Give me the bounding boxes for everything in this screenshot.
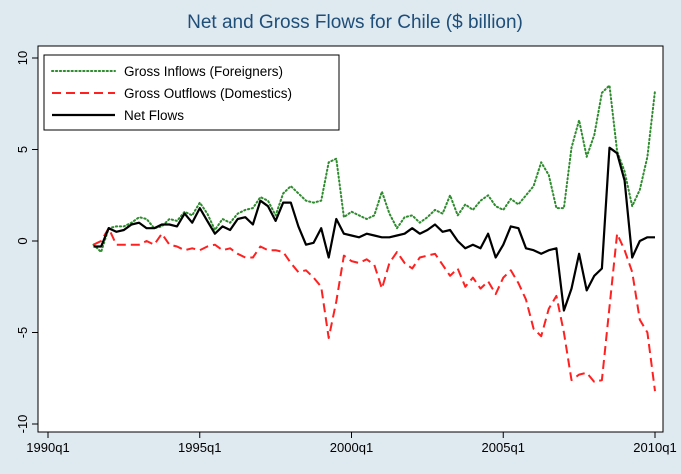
x-tick-label: 2010q1 — [633, 440, 676, 455]
y-tick-label: 10 — [15, 51, 30, 65]
series-layer — [92, 84, 656, 392]
series-line-0 — [92, 84, 656, 253]
series-line-1 — [93, 227, 656, 392]
y-tick-label: 5 — [15, 146, 30, 153]
legend-label-0: Gross Inflows (Foreigners) — [124, 64, 283, 79]
axes: 1990q1 1995q1 2000q1 2005q1 2010q1 -10 -5 0 5 10 — [15, 45, 677, 455]
legend-label-1: Gross Outflows (Domestics) — [124, 86, 292, 101]
plot-frame — [37, 45, 664, 433]
chart-title: Net and Gross Flows for Chile ($ billion… — [187, 12, 523, 33]
x-tick-label: 2000q1 — [330, 440, 373, 455]
y-tick-label: 0 — [15, 237, 30, 244]
x-tick-label: 1995q1 — [178, 440, 221, 455]
y-tick-label: -5 — [15, 327, 30, 339]
x-tick-label: 1990q1 — [26, 440, 69, 455]
legend-box — [43, 54, 340, 131]
y-tick-label: -10 — [15, 415, 30, 434]
legend-label-2: Net Flows — [124, 108, 184, 123]
series-line-2 — [93, 146, 655, 312]
legend: Gross Inflows (Foreigners) Gross Outflows… — [43, 54, 340, 131]
x-tick-label: 2005q1 — [482, 440, 525, 455]
